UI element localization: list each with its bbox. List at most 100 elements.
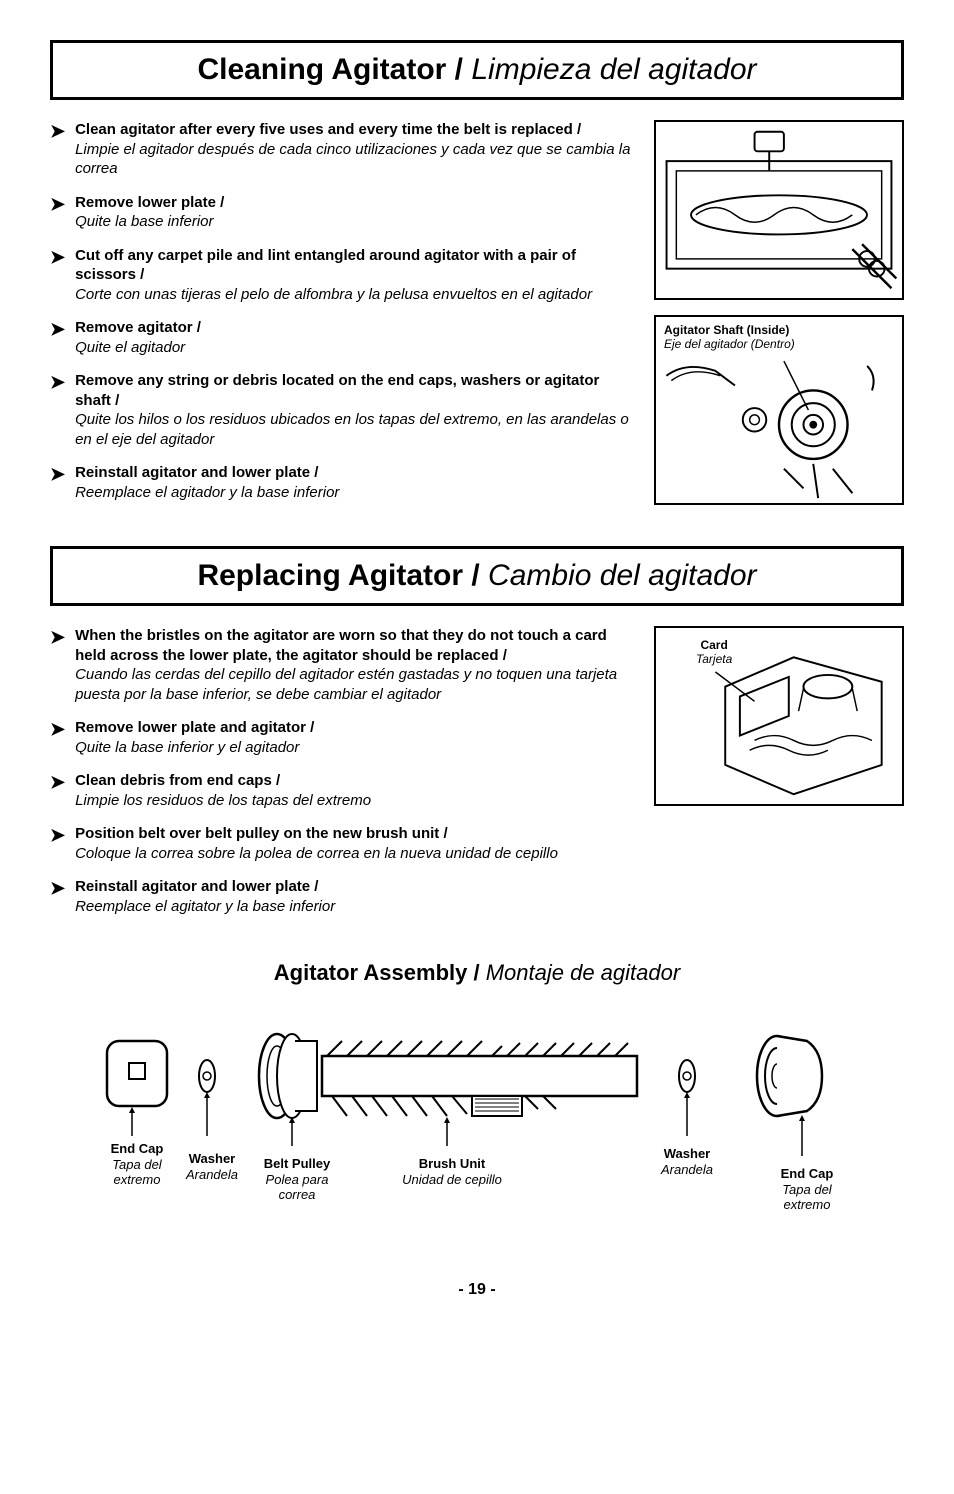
section2-content: ➤ When the bristles on the agitator are …	[50, 626, 904, 930]
part-en: Brush Unit	[419, 1156, 485, 1171]
part-label-pulley: Belt Pulley Polea para correa	[252, 1156, 342, 1203]
bullet-es: Reemplace el agitator y la base inferior	[75, 898, 335, 915]
bullet-es: Limpie el agitador después de cada cinco…	[75, 141, 630, 178]
bullet-text: Remove any string or debris located on t…	[75, 371, 639, 449]
card-label: Card Tarjeta	[696, 638, 732, 667]
bullet-item: ➤ Reinstall agitator and lower plate / R…	[50, 877, 639, 916]
section1-text: ➤ Clean agitator after every five uses a…	[50, 120, 639, 516]
bullet-es: Cuando las cerdas del cepillo del agitad…	[75, 666, 617, 703]
page-number: - 19 -	[50, 1281, 904, 1299]
bullet-en: Clean debris from end caps /	[75, 772, 280, 789]
shaft-label: Agitator Shaft (Inside) Eje del agitador…	[664, 323, 795, 352]
section2-figures: Card Tarjeta	[654, 626, 904, 930]
bullet-es: Coloque la correa sobre la polea de corr…	[75, 845, 558, 862]
bullet-item: ➤ Cut off any carpet pile and lint entan…	[50, 246, 639, 305]
bullet-item: ➤ Remove lower plate / Quite la base inf…	[50, 193, 639, 232]
section2-title-box: Replacing Agitator / Cambio del agitador	[50, 546, 904, 606]
bullet-item: ➤ When the bristles on the agitator are …	[50, 626, 639, 704]
arrow-icon: ➤	[50, 824, 65, 863]
bullet-en: Cut off any carpet pile and lint entangl…	[75, 247, 576, 284]
bullet-en: Reinstall agitator and lower plate /	[75, 878, 318, 895]
part-en: Belt Pulley	[264, 1156, 330, 1171]
bullet-text: Clean agitator after every five uses and…	[75, 120, 639, 179]
bullet-text: Remove lower plate and agitator / Quite …	[75, 718, 314, 757]
arrow-icon: ➤	[50, 318, 65, 357]
bullet-en: Remove agitator /	[75, 319, 201, 336]
arrow-icon: ➤	[50, 371, 65, 449]
bullet-es: Quite la base inferior y el agitador	[75, 739, 299, 756]
arrow-icon: ➤	[50, 626, 65, 704]
card-diagram-icon	[656, 628, 902, 804]
assembly-title: Agitator Assembly / Montaje de agitador	[50, 960, 904, 986]
section1-title-es: Limpieza del agitador	[471, 53, 756, 86]
bullet-item: ➤ Clean debris from end caps / Limpie lo…	[50, 771, 639, 810]
figure-card: Card Tarjeta	[654, 626, 904, 806]
part-en: Washer	[664, 1146, 710, 1161]
figure-shaft: Agitator Shaft (Inside) Eje del agitador…	[654, 315, 904, 505]
figure-scissors	[654, 120, 904, 300]
bullet-es: Reemplace el agitador y la base inferior	[75, 484, 339, 501]
bullet-text: When the bristles on the agitator are wo…	[75, 626, 639, 704]
bullet-text: Remove lower plate / Quite la base infer…	[75, 193, 224, 232]
label-es: Eje del agitador (Dentro)	[664, 337, 795, 351]
part-en: End Cap	[111, 1141, 164, 1156]
scissors-diagram-icon	[656, 122, 902, 298]
bullet-text: Cut off any carpet pile and lint entangl…	[75, 246, 639, 305]
section1-title-en: Cleaning Agitator	[197, 53, 446, 86]
part-en: Washer	[189, 1151, 235, 1166]
bullet-text: Position belt over belt pulley on the ne…	[75, 824, 558, 863]
part-es: Unidad de cepillo	[392, 1172, 512, 1188]
bullet-item: ➤ Position belt over belt pulley on the …	[50, 824, 639, 863]
section1-content: ➤ Clean agitator after every five uses a…	[50, 120, 904, 516]
bullet-item: ➤ Reinstall agitator and lower plate / R…	[50, 463, 639, 502]
part-en: End Cap	[781, 1166, 834, 1181]
bullet-item: ➤ Clean agitator after every five uses a…	[50, 120, 639, 179]
bullet-es: Quite los hilos o los residuos ubicados …	[75, 411, 629, 448]
section1-title-box: Cleaning Agitator / Limpieza del agitado…	[50, 40, 904, 100]
part-label-brush: Brush Unit Unidad de cepillo	[392, 1156, 512, 1187]
bullet-text: Remove agitator / Quite el agitador	[75, 318, 201, 357]
bullet-item: ➤ Remove lower plate and agitator / Quit…	[50, 718, 639, 757]
title-sep: /	[463, 559, 488, 592]
section2-title-es: Cambio del agitador	[488, 559, 757, 592]
label-es: Tarjeta	[696, 652, 732, 666]
arrow-icon: ➤	[50, 771, 65, 810]
label-en: Agitator Shaft (Inside)	[664, 323, 789, 337]
section1-figures: Agitator Shaft (Inside) Eje del agitador…	[654, 120, 904, 516]
title-sep: /	[446, 53, 471, 86]
bullet-en: Reinstall agitator and lower plate /	[75, 464, 318, 481]
bullet-item: ➤ Remove any string or debris located on…	[50, 371, 639, 449]
part-es: Tapa del extremo	[767, 1182, 847, 1213]
part-es: Tapa del extremo	[97, 1157, 177, 1188]
bullet-text: Reinstall agitator and lower plate / Ree…	[75, 463, 339, 502]
bullet-text: Clean debris from end caps / Limpie los …	[75, 771, 371, 810]
bullet-en: Clean agitator after every five uses and…	[75, 121, 581, 138]
bullet-es: Corte con unas tijeras el pelo de alfomb…	[75, 286, 592, 303]
section2-text: ➤ When the bristles on the agitator are …	[50, 626, 639, 930]
bullet-text: Reinstall agitator and lower plate / Ree…	[75, 877, 335, 916]
arrow-icon: ➤	[50, 193, 65, 232]
arrow-icon: ➤	[50, 463, 65, 502]
part-es: Arandela	[177, 1167, 247, 1183]
part-es: Polea para correa	[252, 1172, 342, 1203]
bullet-en: When the bristles on the agitator are wo…	[75, 627, 607, 664]
part-label-endcap-right: End Cap Tapa del extremo	[767, 1166, 847, 1213]
bullet-item: ➤ Remove agitator / Quite el agitador	[50, 318, 639, 357]
bullet-es: Quite la base inferior	[75, 213, 213, 230]
bullet-es: Quite el agitador	[75, 339, 185, 356]
part-label-washer-left: Washer Arandela	[177, 1151, 247, 1182]
arrow-icon: ➤	[50, 246, 65, 305]
bullet-en: Remove lower plate /	[75, 194, 224, 211]
section2-title-en: Replacing Agitator	[197, 559, 463, 592]
label-en: Card	[700, 638, 727, 652]
assembly-diagram: End Cap Tapa del extremo Washer Arandela…	[77, 1001, 877, 1261]
bullet-en: Remove lower plate and agitator /	[75, 719, 314, 736]
bullet-en: Position belt over belt pulley on the ne…	[75, 825, 448, 842]
assembly-title-es: Montaje de agitador	[486, 960, 680, 985]
arrow-icon: ➤	[50, 120, 65, 179]
title-sep: /	[467, 960, 485, 985]
part-label-washer-right: Washer Arandela	[652, 1146, 722, 1177]
assembly-exploded-icon	[77, 1001, 877, 1171]
arrow-icon: ➤	[50, 718, 65, 757]
arrow-icon: ➤	[50, 877, 65, 916]
